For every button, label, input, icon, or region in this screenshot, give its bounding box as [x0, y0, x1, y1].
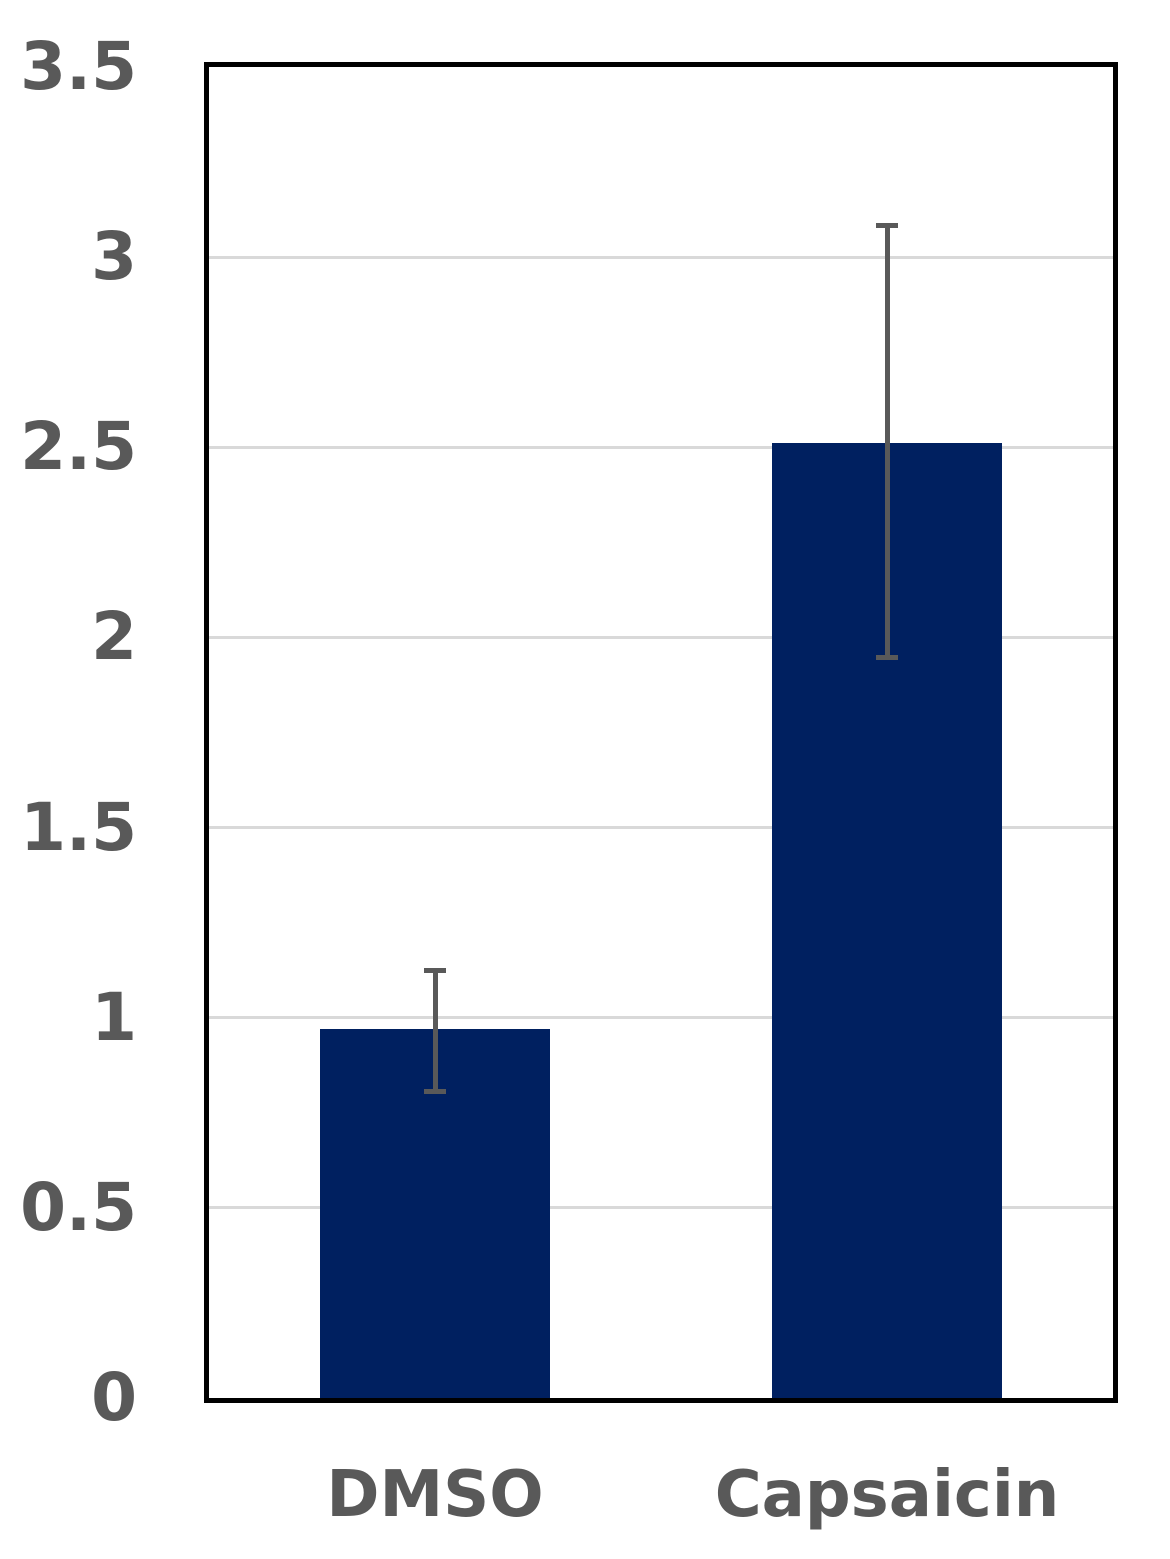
y-tick-label: 3: [91, 218, 137, 296]
error-bar-cap-top: [876, 222, 898, 228]
y-tick-label: 2.5: [20, 408, 137, 486]
error-bar-line: [432, 968, 438, 1094]
error-bar-cap-top: [424, 968, 446, 974]
plot-area: [204, 62, 1118, 1403]
y-tick-label: 2: [91, 598, 137, 676]
x-category-label: Capsaicin: [714, 1458, 1060, 1532]
gridline: [209, 445, 1113, 449]
error-bar-cap-bottom: [876, 655, 898, 661]
x-category-label: DMSO: [326, 1458, 544, 1532]
gridline: [209, 1206, 1113, 1210]
y-tick-label: 1: [91, 978, 137, 1056]
gridline: [209, 635, 1113, 639]
y-tick-label: 0: [91, 1359, 137, 1436]
y-tick-label: 1.5: [20, 788, 137, 866]
gridline: [209, 826, 1113, 830]
y-tick-label: 3.5: [20, 28, 137, 105]
gridline: [209, 1016, 1113, 1020]
error-bar-line: [884, 222, 890, 661]
error-bar-cap-bottom: [424, 1088, 446, 1094]
y-tick-label: 0.5: [20, 1168, 137, 1246]
gridline: [209, 255, 1113, 259]
